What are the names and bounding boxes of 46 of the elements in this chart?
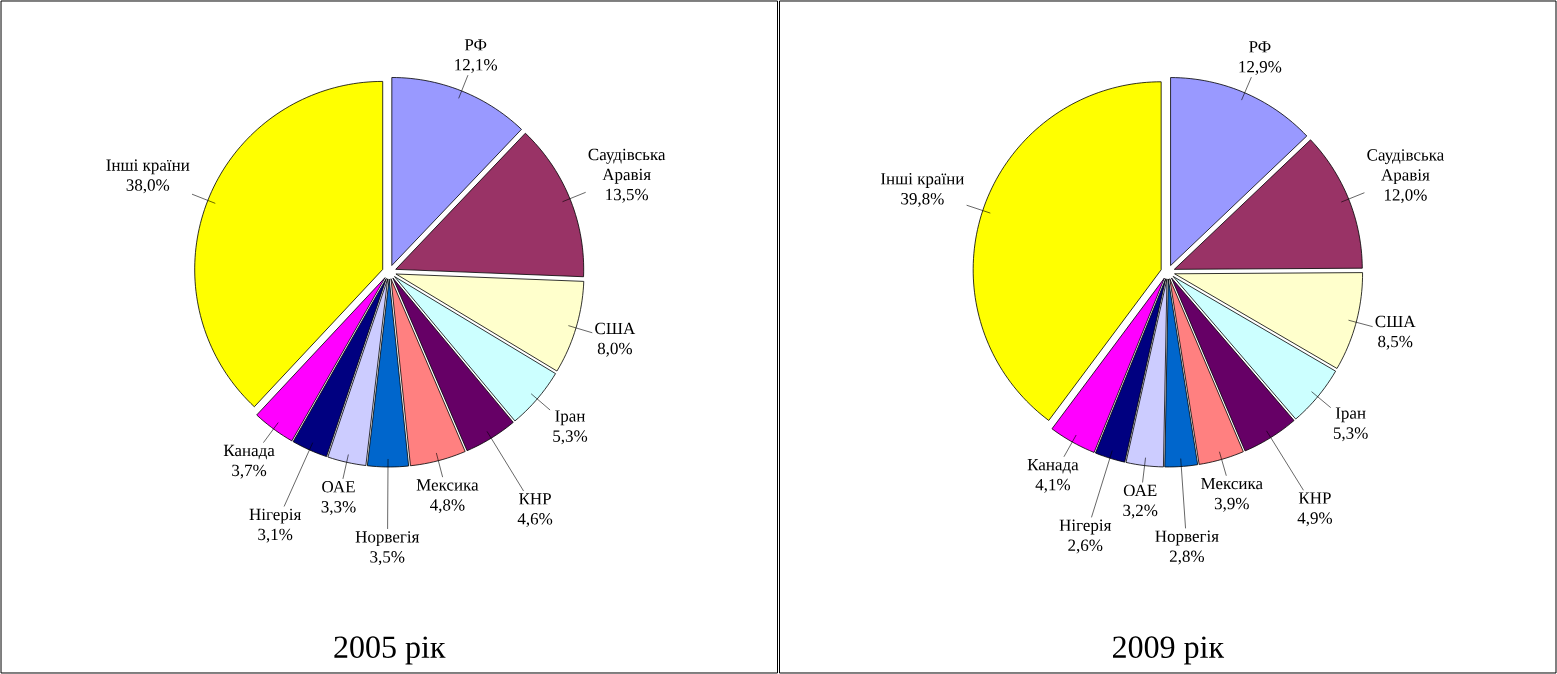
data-label: 4,6% — [517, 513, 553, 527]
data-label: 12,1% — [455, 59, 498, 73]
slice-label: США — [1375, 315, 1416, 328]
slice-label: Норвегія — [355, 531, 420, 547]
data-label: 39,8% — [901, 192, 944, 207]
slice-label: Канада — [1027, 458, 1079, 474]
slice-label: Інші країни — [106, 159, 190, 175]
data-label: 8,5% — [1378, 335, 1413, 350]
slice-label: Мексика — [416, 479, 479, 491]
slice-label: Саудівська Аравія — [588, 148, 666, 184]
slice-label: Нігерія — [249, 508, 302, 524]
slice-label: КНР — [519, 493, 551, 505]
data-label: 2,8% — [1169, 550, 1205, 565]
slice-label: Інші країни — [880, 173, 964, 188]
text: 2009 рік — [1113, 636, 1225, 665]
data-label: 3,9% — [1214, 497, 1249, 512]
data-label: 3,5% — [370, 551, 405, 566]
slice-label: Іран — [555, 410, 586, 426]
data-label: 13,5% — [606, 188, 649, 203]
data-label: 3,2% — [1123, 504, 1158, 519]
data-label: 3,7% — [232, 464, 267, 479]
text: 2005 рік — [334, 636, 446, 665]
data-label: 3,1% — [258, 528, 293, 543]
slice-label: КНР — [1298, 492, 1331, 504]
data-label: 4,1% — [1035, 478, 1071, 493]
data-label: 12,0% — [1384, 189, 1427, 204]
slice-label: Норвегія — [1155, 530, 1219, 546]
data-label: 4,9% — [1297, 512, 1333, 527]
slice-label: ОАЕ — [322, 481, 355, 493]
data-label: 5,3% — [1333, 427, 1368, 442]
slice-label: Нігерія — [1059, 519, 1112, 535]
slice-label: США — [595, 322, 636, 335]
slice-label: Іран — [1335, 407, 1366, 423]
slice-label: РФ — [1249, 41, 1271, 53]
slice-label: РФ — [464, 39, 487, 51]
data-label: 4,8% — [430, 499, 465, 514]
data-label: 8,0% — [597, 342, 633, 357]
data-label: 5,3% — [553, 430, 588, 445]
data-label: 38,0% — [126, 179, 170, 194]
data-label: 12,9% — [1239, 61, 1282, 75]
data-label: 2,6% — [1068, 539, 1103, 554]
slice-label: Саудівська Аравія — [1367, 149, 1445, 185]
data-label: 3,3% — [321, 501, 356, 515]
slice-label: Мексика — [1201, 477, 1263, 490]
slice-label: ОАЕ — [1123, 484, 1157, 497]
slice-label: Канада — [223, 444, 275, 460]
